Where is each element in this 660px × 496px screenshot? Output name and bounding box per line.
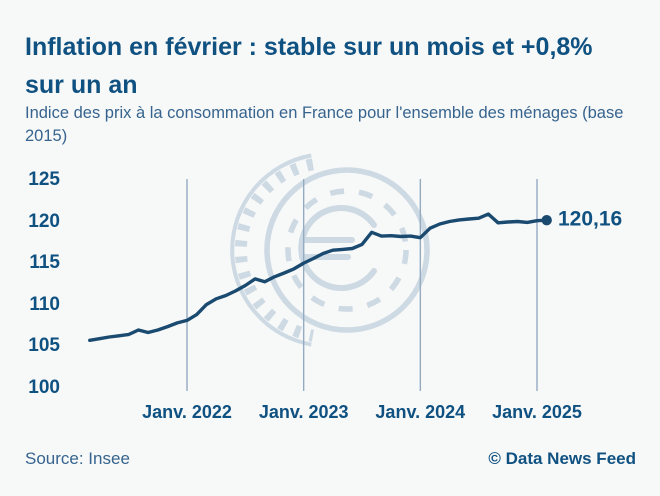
x-axis-tick-label: Janv. 2022 xyxy=(142,402,232,422)
y-axis-tick-label: 120 xyxy=(28,210,60,232)
y-axis-tick-label: 100 xyxy=(28,376,60,398)
coin-face-icon xyxy=(264,167,430,333)
coin-inner-dashed-ring-icon xyxy=(285,188,409,312)
cpi-price-line xyxy=(88,212,549,342)
page-subtitle: Indice des prix à la consommation en Fra… xyxy=(25,104,624,145)
y-axis-tick-label: 115 xyxy=(29,252,60,274)
page-title: Inflation en février : stable sur un moi… xyxy=(25,33,593,99)
year-gridlines xyxy=(186,179,538,391)
source-label: Source: Insee xyxy=(25,449,130,468)
euro-coin-watermark xyxy=(230,153,430,347)
y-axis-tick-label: 125 xyxy=(28,169,60,190)
y-axis-tick-label: 105 xyxy=(28,335,60,357)
euro-sign-icon xyxy=(298,205,377,291)
copyright-label: © Data News Feed xyxy=(488,449,636,468)
x-axis-tick-label: Janv. 2023 xyxy=(258,402,349,422)
x-axis-tick-label: Janv. 2024 xyxy=(375,402,466,422)
y-axis-tick-label: 110 xyxy=(29,293,60,315)
x-axis-tick-label: Janv. 2025 xyxy=(492,402,582,422)
end-point-dot xyxy=(541,215,552,226)
end-value-label: 120,16 xyxy=(558,207,623,231)
coin-edge-ridges-icon xyxy=(234,158,314,342)
coin-edge-outline-icon xyxy=(230,153,312,347)
